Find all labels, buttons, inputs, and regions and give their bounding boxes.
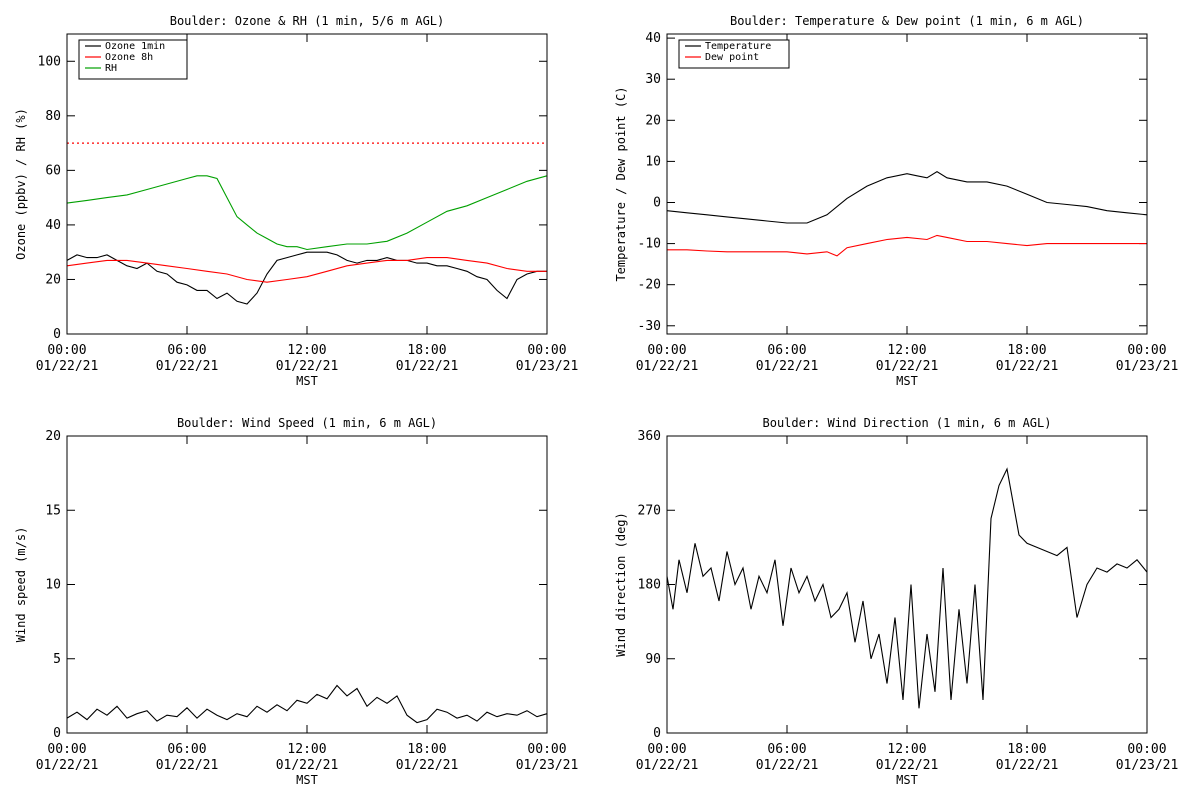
x-tick-time: 18:00 xyxy=(407,742,446,757)
series-line-temperature xyxy=(666,171,1148,224)
wind-speed-panel: Boulder: Wind Speed (1 min, 6 m AGL) 0 5 10… xyxy=(14,416,578,787)
x-axis-label: MST xyxy=(296,374,318,388)
x-tick-date: 01/22/21 xyxy=(36,359,99,374)
x-axis-label: MST xyxy=(896,374,918,388)
x-tick-date: 01/23/21 xyxy=(1116,758,1179,773)
x-tick-time: 00:00 xyxy=(647,742,686,757)
legend-box xyxy=(678,39,790,69)
legend-entry: Ozone 8h xyxy=(105,52,153,63)
x-tick-date: 01/22/21 xyxy=(276,758,339,773)
x-tick-time: 06:00 xyxy=(767,343,806,358)
plot-frame xyxy=(66,33,548,335)
y-tick-label: 20 xyxy=(45,429,61,444)
x-tick-date: 01/23/21 xyxy=(516,758,579,773)
legend-entry: Temperature xyxy=(705,41,771,52)
y-axis-label: Wind direction (deg) xyxy=(614,512,628,657)
x-tick-time: 12:00 xyxy=(887,343,926,358)
ozone-rh-panel: Boulder: Ozone & RH (1 min, 5/6 m AGL) 0 2… xyxy=(14,14,578,388)
x-tick-time: 18:00 xyxy=(1007,742,1046,757)
y-tick-label: -10 xyxy=(638,237,661,252)
y-axis-label: Ozone (ppbv) / RH (%) xyxy=(14,108,28,260)
wind-direction-panel: Boulder: Wind Direction (1 min, 6 m AGL)… xyxy=(614,416,1178,787)
x-tick-time: 06:00 xyxy=(167,343,206,358)
y-tick-label: 40 xyxy=(45,218,61,233)
x-tick-date: 01/22/21 xyxy=(996,758,1059,773)
x-tick-time: 00:00 xyxy=(527,343,566,358)
x-tick-date: 01/22/21 xyxy=(396,758,459,773)
series-line-data xyxy=(666,467,1148,709)
y-tick-label: -30 xyxy=(638,319,661,334)
y-tick-label: 40 xyxy=(645,31,661,46)
y-tick-label: 60 xyxy=(45,163,61,178)
x-axis-label: MST xyxy=(896,773,918,787)
y-axis-label: Temperature / Dew point (C) xyxy=(614,86,628,281)
x-tick-date: 01/22/21 xyxy=(876,359,939,374)
x-tick-time: 06:00 xyxy=(167,742,206,757)
y-tick-label: 0 xyxy=(53,327,61,342)
chart-title: Boulder: Temperature & Dew point (1 min,… xyxy=(730,14,1084,28)
y-tick-label: 0 xyxy=(653,726,661,741)
x-tick-time: 00:00 xyxy=(527,742,566,757)
x-tick-date: 01/22/21 xyxy=(876,758,939,773)
y-tick-label: 5 xyxy=(53,652,61,667)
x-tick-date: 01/22/21 xyxy=(636,758,699,773)
y-tick-label: 30 xyxy=(645,72,661,87)
x-tick-time: 18:00 xyxy=(407,343,446,358)
y-axis-label: Wind speed (m/s) xyxy=(14,527,28,643)
y-tick-label: 15 xyxy=(45,503,61,518)
legend-entry: Dew point xyxy=(705,52,759,63)
legend-entry: RH xyxy=(105,63,117,74)
x-tick-date: 01/22/21 xyxy=(156,758,219,773)
y-tick-label: 80 xyxy=(45,109,61,124)
x-tick-time: 12:00 xyxy=(887,742,926,757)
x-tick-time: 00:00 xyxy=(47,343,86,358)
x-tick-time: 00:00 xyxy=(1127,343,1166,358)
plot-frame xyxy=(666,33,1148,335)
x-axis-label: MST xyxy=(296,773,318,787)
x-tick-date: 01/22/21 xyxy=(156,359,219,374)
x-tick-date: 01/23/21 xyxy=(516,359,579,374)
x-tick-date: 01/22/21 xyxy=(996,359,1059,374)
x-tick-date: 01/22/21 xyxy=(396,359,459,374)
x-tick-time: 12:00 xyxy=(287,742,326,757)
y-tick-label: -20 xyxy=(638,278,661,293)
series-line-dew-point xyxy=(667,234,1147,257)
y-tick-label: 90 xyxy=(645,652,661,667)
y-tick-label: 10 xyxy=(45,578,61,593)
y-tick-label: 0 xyxy=(53,726,61,741)
x-tick-date: 01/23/21 xyxy=(1116,359,1179,374)
y-tick-label: 20 xyxy=(45,272,61,287)
y-tick-label: 20 xyxy=(645,113,661,128)
x-tick-date: 01/22/21 xyxy=(756,359,819,374)
y-tick-label: 180 xyxy=(638,578,661,593)
legend-entry: Ozone 1min xyxy=(105,41,165,52)
plot-frame xyxy=(666,435,1148,734)
x-tick-time: 06:00 xyxy=(767,742,806,757)
plot-frame xyxy=(66,435,548,734)
chart-title: Boulder: Ozone & RH (1 min, 5/6 m AGL) xyxy=(170,14,445,28)
series-line-ozone-8h xyxy=(66,257,547,283)
x-tick-date: 01/22/21 xyxy=(756,758,819,773)
y-tick-label: 0 xyxy=(653,195,661,210)
x-tick-date: 01/22/21 xyxy=(36,758,99,773)
y-tick-label: 360 xyxy=(638,429,661,444)
y-tick-label: 10 xyxy=(645,154,661,169)
chart-title: Boulder: Wind Speed (1 min, 6 m AGL) xyxy=(177,416,437,430)
series-line-ozone-1min xyxy=(66,251,547,305)
x-tick-time: 00:00 xyxy=(1127,742,1166,757)
y-tick-label: 100 xyxy=(38,54,61,69)
chart-title: Boulder: Wind Direction (1 min, 6 m AGL) xyxy=(763,416,1052,430)
series-line-rh xyxy=(66,175,548,251)
x-tick-date: 01/22/21 xyxy=(636,359,699,374)
x-tick-time: 00:00 xyxy=(647,343,686,358)
temperature-dewpoint-panel: Boulder: Temperature & Dew point (1 min,… xyxy=(614,14,1178,388)
x-tick-time: 12:00 xyxy=(287,343,326,358)
x-tick-date: 01/22/21 xyxy=(276,359,339,374)
x-tick-time: 18:00 xyxy=(1007,343,1046,358)
x-tick-time: 00:00 xyxy=(47,742,86,757)
y-tick-label: 270 xyxy=(638,503,661,518)
series-line-data xyxy=(66,684,548,724)
